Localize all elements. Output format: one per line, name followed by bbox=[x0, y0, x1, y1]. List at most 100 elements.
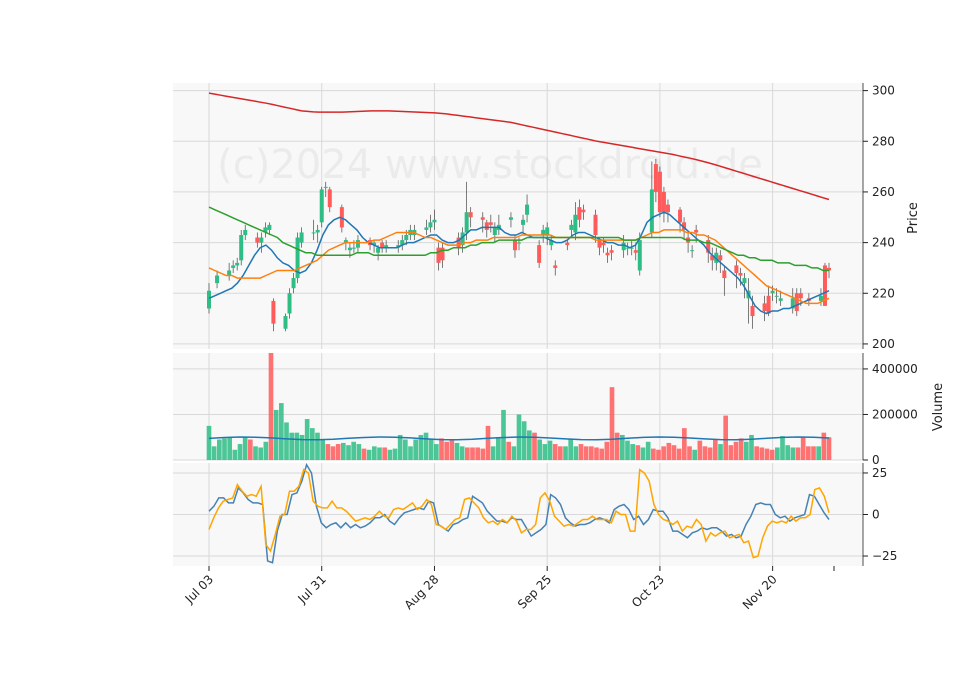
candle-body bbox=[661, 191, 666, 213]
candle-body bbox=[267, 224, 272, 230]
volume-bar bbox=[800, 437, 806, 460]
volume-bar bbox=[666, 442, 672, 460]
volume-bar bbox=[372, 446, 377, 460]
volume-bar bbox=[299, 434, 305, 460]
volume-bar bbox=[671, 445, 677, 460]
volume-bar bbox=[578, 444, 584, 460]
volume-bar bbox=[723, 415, 728, 460]
candle-body bbox=[678, 209, 683, 223]
oscillator-tick-label: 25 bbox=[872, 466, 887, 480]
volume-bar bbox=[780, 436, 785, 460]
volume-bar bbox=[315, 432, 320, 460]
candle-body bbox=[774, 295, 779, 297]
oscillator-tick-label: −25 bbox=[872, 549, 897, 563]
candle-body bbox=[573, 214, 578, 233]
candle-body bbox=[734, 265, 739, 273]
volume-bar bbox=[237, 444, 243, 460]
candle-body bbox=[283, 316, 288, 329]
candle-body bbox=[637, 240, 642, 271]
candle-body bbox=[722, 270, 727, 279]
volume-bar bbox=[630, 444, 635, 460]
volume-bar bbox=[676, 448, 682, 460]
candle-body bbox=[545, 227, 550, 235]
candle-body bbox=[436, 247, 441, 263]
candle-body bbox=[464, 212, 469, 233]
candle-body bbox=[207, 290, 211, 309]
candle-body bbox=[541, 229, 546, 235]
volume-bar bbox=[718, 444, 723, 460]
volume-bar bbox=[764, 448, 770, 460]
volume-bar bbox=[656, 449, 661, 460]
candle-body bbox=[259, 237, 264, 243]
x-tick-label: Jul 31 bbox=[295, 572, 329, 606]
volume-bar bbox=[558, 446, 563, 460]
candle-body bbox=[517, 242, 521, 244]
candle-body bbox=[327, 189, 332, 208]
volume-bar bbox=[707, 447, 713, 460]
volume-bar bbox=[273, 409, 279, 460]
candle-body bbox=[577, 207, 582, 220]
volume-axis-label: Volume bbox=[931, 383, 946, 431]
price-ma-line bbox=[208, 211, 830, 315]
candle-body bbox=[351, 247, 356, 249]
volume-bar bbox=[428, 439, 434, 460]
price-ma-line bbox=[208, 206, 829, 272]
volume-bar bbox=[356, 444, 362, 460]
volume-bar bbox=[449, 439, 455, 460]
volume-tick-label: 400000 bbox=[872, 362, 918, 376]
candle-body bbox=[343, 240, 348, 243]
volume-bar bbox=[826, 437, 832, 460]
price-tick-label: 300 bbox=[872, 84, 895, 98]
candle-body bbox=[649, 189, 654, 233]
volume-bar bbox=[459, 446, 465, 460]
candle-body bbox=[255, 237, 260, 243]
volume-bar bbox=[749, 434, 754, 460]
volume-bar bbox=[547, 440, 553, 460]
volume-bar bbox=[217, 439, 222, 460]
candle-body bbox=[653, 164, 658, 192]
volume-bar bbox=[521, 421, 527, 460]
volume-bar bbox=[222, 438, 227, 460]
volume-bar bbox=[397, 434, 403, 460]
candle-body bbox=[521, 219, 526, 225]
oscillator-tick-label: 0 bbox=[872, 508, 880, 522]
volume-bar bbox=[568, 439, 573, 460]
candle-body bbox=[665, 204, 670, 213]
volume-bar bbox=[625, 440, 630, 460]
price-axis-label: Price bbox=[906, 202, 921, 234]
candle-body bbox=[299, 232, 304, 243]
volume-bar bbox=[341, 442, 346, 460]
volume-bar bbox=[387, 449, 393, 460]
volume-bar bbox=[206, 425, 212, 460]
x-tick-label: Jul 03 bbox=[182, 572, 216, 606]
candle-body bbox=[372, 242, 377, 246]
candle-body bbox=[492, 227, 497, 235]
candle-body bbox=[319, 189, 324, 223]
volume-bar bbox=[713, 439, 718, 460]
volume-bar bbox=[496, 437, 501, 460]
volume-bar bbox=[485, 425, 491, 460]
volume-bar bbox=[465, 447, 470, 460]
candle-body bbox=[227, 270, 232, 276]
candle-body bbox=[271, 300, 276, 324]
volume-bar bbox=[330, 446, 336, 460]
volume-bar bbox=[242, 437, 248, 460]
candle-body bbox=[231, 265, 236, 268]
candle-body bbox=[738, 273, 743, 276]
volume-bar bbox=[744, 441, 749, 460]
volume-bar bbox=[294, 432, 300, 460]
candle-body bbox=[694, 229, 699, 233]
volume-bar bbox=[258, 447, 263, 460]
volume-bar bbox=[537, 439, 542, 460]
volume-bar bbox=[728, 445, 734, 460]
candle-body bbox=[215, 275, 220, 284]
candle-body bbox=[287, 293, 292, 314]
candle-body bbox=[235, 262, 240, 266]
volume-bar bbox=[651, 448, 656, 460]
volume-bar bbox=[687, 446, 692, 460]
oscillator-line bbox=[208, 462, 830, 564]
volume-bar bbox=[614, 432, 620, 460]
oscillator-line bbox=[208, 468, 830, 559]
volume-bar bbox=[366, 449, 372, 460]
